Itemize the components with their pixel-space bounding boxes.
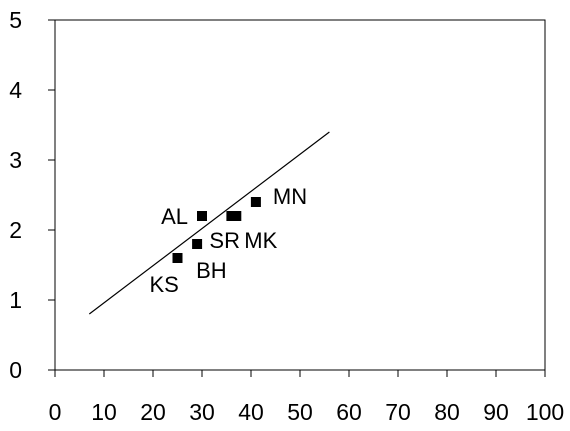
x-tick-label: 0 [49, 399, 62, 425]
data-point-ks [172, 253, 183, 263]
data-point-al [197, 211, 207, 221]
y-tick-label: 3 [9, 147, 22, 173]
trend-line-group [88, 131, 330, 315]
x-tick-label: 70 [385, 399, 411, 425]
x-tick-label: 60 [336, 399, 362, 425]
data-points: AL SR MK MN BH KS [150, 184, 308, 297]
y-tick-label: 2 [9, 217, 22, 243]
data-point-mn [250, 197, 261, 207]
x-tick-label: 90 [483, 399, 509, 425]
x-tick-label: 80 [434, 399, 460, 425]
x-tick-label: 50 [287, 399, 313, 425]
point-label-ks: KS [150, 272, 179, 297]
x-axis-ticks: 0 10 20 30 40 50 60 70 80 90 100 [49, 370, 564, 425]
trend-line [88, 131, 330, 315]
x-tick-label: 30 [189, 399, 215, 425]
y-axis-ticks: 0 1 2 3 4 5 [9, 7, 55, 383]
point-label-mn: MN [273, 184, 307, 209]
point-label-al: AL [161, 204, 188, 229]
y-tick-label: 0 [9, 357, 22, 383]
plot-area [54, 19, 546, 371]
y-tick-label: 4 [9, 77, 22, 103]
point-label-mk: MK [244, 228, 277, 253]
x-tick-label: 40 [238, 399, 264, 425]
data-point-mk [231, 211, 242, 221]
x-tick-label: 20 [140, 399, 166, 425]
x-tick-label: 10 [91, 399, 117, 425]
x-tick-label: 100 [526, 399, 564, 425]
y-tick-label: 5 [9, 7, 22, 33]
point-label-bh: BH [196, 258, 227, 283]
y-tick-label: 1 [9, 287, 22, 313]
data-point-bh [192, 239, 203, 249]
point-label-sr: SR [209, 228, 240, 253]
